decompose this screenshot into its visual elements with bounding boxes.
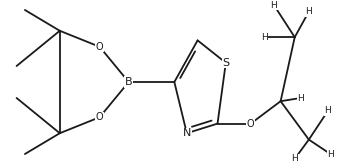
Text: H: H xyxy=(261,33,267,42)
Text: O: O xyxy=(247,119,255,129)
Text: O: O xyxy=(96,42,104,52)
Text: H: H xyxy=(291,154,298,163)
Text: B: B xyxy=(125,77,132,87)
Text: H: H xyxy=(325,106,331,115)
Text: H: H xyxy=(271,1,277,10)
Text: N: N xyxy=(183,128,191,138)
Text: H: H xyxy=(327,150,334,159)
Text: O: O xyxy=(96,112,104,122)
Text: S: S xyxy=(222,58,230,68)
Text: H: H xyxy=(306,7,312,16)
Text: H: H xyxy=(297,93,304,102)
